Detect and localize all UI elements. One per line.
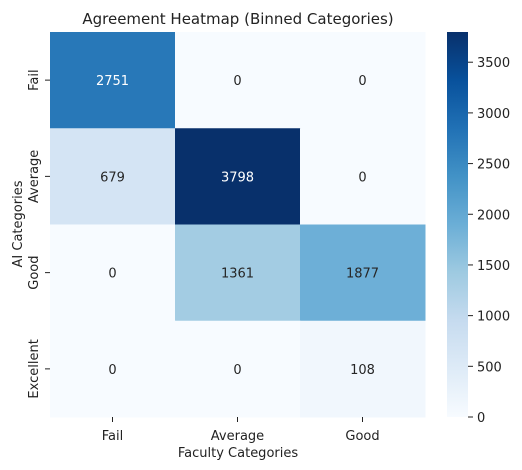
y-tick-label: Fail — [27, 69, 42, 90]
cell-value-label: 2751 — [96, 74, 129, 89]
y-axis-ticks: Fail Average Good Excellent — [27, 69, 50, 399]
heatmap-cell — [175, 320, 301, 418]
cell-value-label: 0 — [233, 74, 241, 89]
cell-value-label: 0 — [233, 363, 241, 378]
heatmap-cell — [50, 224, 176, 322]
cell-value-label: 3798 — [221, 170, 254, 185]
x-axis-ticks: Fail Average Good — [102, 417, 380, 444]
cell-value-label: 1361 — [221, 267, 254, 282]
x-axis-label: Faculty Categories — [178, 446, 298, 461]
y-tick-label: Excellent — [27, 339, 42, 398]
chart-title: Agreement Heatmap (Binned Categories) — [82, 10, 393, 28]
colorbar-tick-label: 500 — [477, 360, 502, 375]
cell-value-label: 1877 — [346, 267, 379, 282]
cell-value-label: 108 — [350, 363, 375, 378]
heatmap-cell — [300, 128, 426, 225]
colorbar-tick-label: 1000 — [477, 310, 510, 325]
heatmap-cell — [175, 32, 301, 129]
heatmap-cell — [300, 224, 426, 322]
y-axis-label: AI Categories — [11, 180, 26, 267]
heatmap-cell — [300, 32, 426, 129]
colorbar-tick-label: 3500 — [477, 56, 510, 71]
colorbar — [447, 32, 468, 417]
x-tick-label: Good — [345, 429, 379, 444]
colorbar-tick-label: 2500 — [477, 158, 510, 173]
cell-value-label: 0 — [108, 363, 116, 378]
cell-value-label: 0 — [358, 74, 366, 89]
heatmap-cell — [50, 32, 176, 129]
colorbar-tick-label: 3000 — [477, 107, 510, 122]
x-tick-label: Fail — [102, 429, 123, 444]
colorbar-tick-label: 2000 — [477, 208, 510, 223]
heatmap-cell — [300, 320, 426, 418]
heatmap-cell — [50, 320, 176, 418]
heatmap-cell — [175, 224, 301, 322]
y-tick-label: Good — [27, 256, 42, 290]
x-tick-label: Average — [211, 429, 264, 444]
cell-value-label: 0 — [358, 170, 366, 185]
heatmap-cells: 2751 0 0 679 3798 0 0 1361 1877 0 0 108 — [50, 32, 426, 418]
heatmap-cell — [50, 128, 176, 225]
colorbar-tick-label: 1500 — [477, 259, 510, 274]
cell-value-label: 679 — [100, 170, 125, 185]
colorbar-tick-label: 0 — [477, 411, 485, 426]
cell-value-label: 0 — [108, 267, 116, 282]
colorbar-ticks: 0 500 1000 1500 2000 2500 3000 3500 — [468, 56, 510, 426]
heatmap-cell — [175, 128, 301, 225]
y-tick-label: Average — [27, 150, 42, 203]
